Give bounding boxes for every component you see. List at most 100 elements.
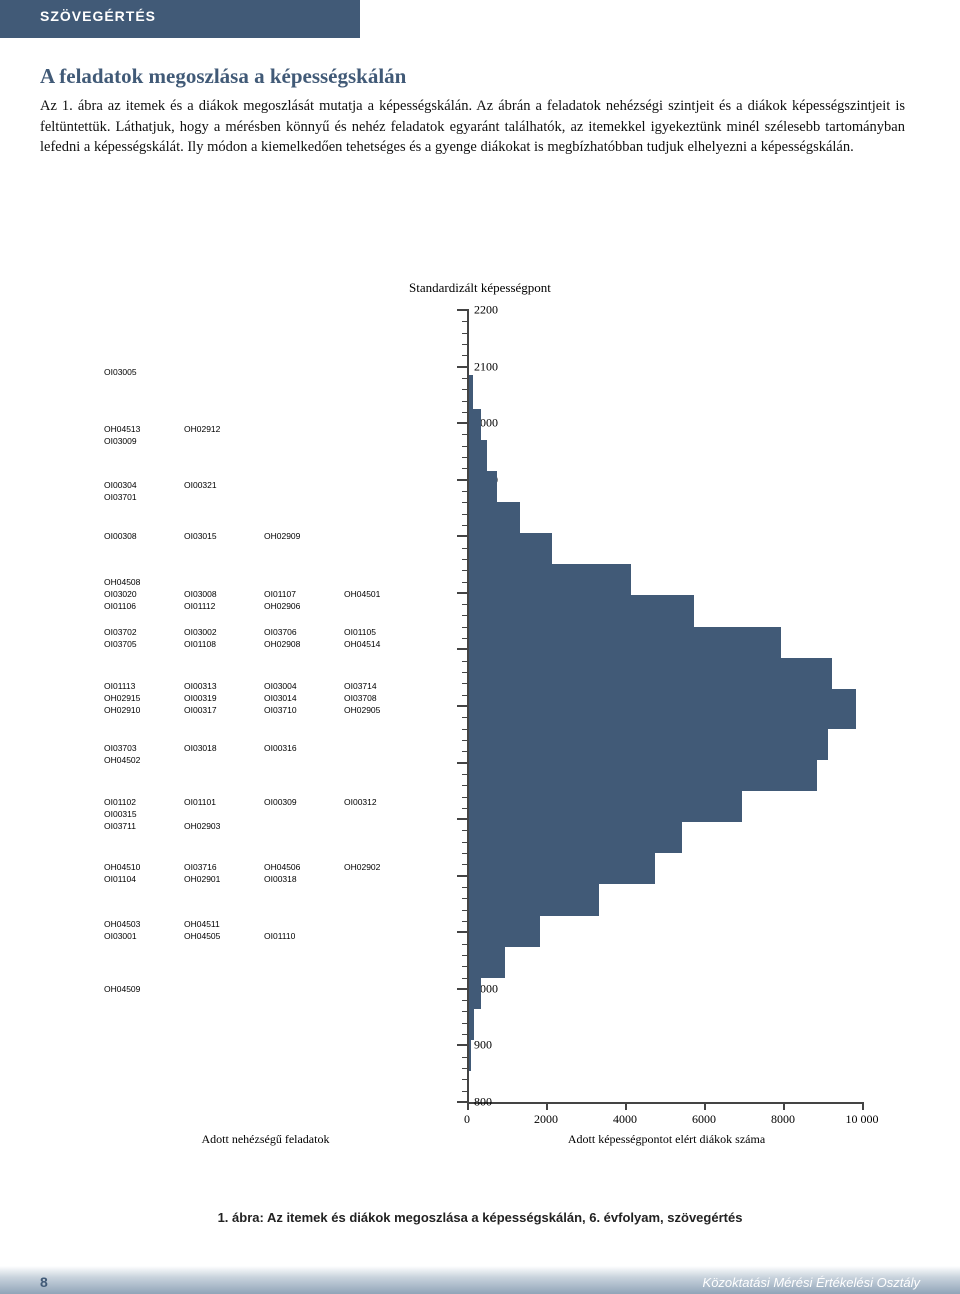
item-code: OI03018 xyxy=(184,744,217,753)
y-tick-label: 2200 xyxy=(438,303,502,318)
item-code: OH04508 xyxy=(104,578,140,587)
y-tick-minor xyxy=(462,864,469,865)
body-text: Az 1. ábra az itemek és a diákok megoszl… xyxy=(40,96,905,158)
item-code: OH04509 xyxy=(104,985,140,994)
y-tick-minor xyxy=(462,661,469,662)
item-code: OH04506 xyxy=(264,863,300,872)
x-tick xyxy=(704,1102,706,1110)
item-code: OI03703 xyxy=(104,744,137,753)
y-tick-minor xyxy=(462,978,469,979)
item-code: OH04510 xyxy=(104,863,140,872)
y-tick-minor xyxy=(462,683,469,684)
footer-page-number: 8 xyxy=(40,1274,48,1290)
item-code: OI00316 xyxy=(264,744,297,753)
y-tick-minor xyxy=(462,525,469,526)
chart: Standardizált képességpont Adott nehézsé… xyxy=(64,280,896,1200)
y-tick-minor xyxy=(462,446,469,447)
y-tick-minor xyxy=(462,1068,469,1069)
item-code: OH04513 xyxy=(104,425,140,434)
y-tick-minor xyxy=(462,627,469,628)
item-code: OI03706 xyxy=(264,628,297,637)
item-code: OI03020 xyxy=(104,590,137,599)
y-tick-minor xyxy=(462,1034,469,1035)
y-tick-minor xyxy=(462,729,469,730)
y-tick-minor xyxy=(462,717,469,718)
item-code: OI03710 xyxy=(264,706,297,715)
y-tick-minor xyxy=(462,695,469,696)
x-tick-label: 8000 xyxy=(771,1112,795,1127)
y-tick-minor xyxy=(462,830,469,831)
right-axis-caption: Adott képességpontot elért diákok száma xyxy=(469,1132,864,1147)
y-tick-minor xyxy=(462,955,469,956)
y-tick-minor xyxy=(462,1000,469,1001)
chart-title: Standardizált képességpont xyxy=(64,280,896,296)
y-tick-minor xyxy=(462,1057,469,1058)
y-tick-minor xyxy=(462,1023,469,1024)
item-code: OI00321 xyxy=(184,481,217,490)
item-code: OI03015 xyxy=(184,532,217,541)
item-code: OI03701 xyxy=(104,493,137,502)
footer: 8 Közoktatási Mérési Értékelési Osztály xyxy=(0,1266,960,1294)
x-tick-label: 10 000 xyxy=(846,1112,879,1127)
x-tick xyxy=(546,1102,548,1110)
x-tick xyxy=(467,1102,469,1110)
y-tick-minor xyxy=(462,502,469,503)
item-code: OH04511 xyxy=(184,920,220,929)
y-tick-minor xyxy=(462,434,469,435)
item-code: OH02901 xyxy=(184,875,220,884)
y-tick-minor xyxy=(462,457,469,458)
item-code: OI00318 xyxy=(264,875,297,884)
section-title: A feladatok megoszlása a képességskálán xyxy=(40,64,406,89)
bar xyxy=(469,1031,471,1071)
item-code: OI03008 xyxy=(184,590,217,599)
y-tick-minor xyxy=(462,604,469,605)
y-tick-minor xyxy=(462,468,469,469)
item-code: OI01104 xyxy=(104,875,136,884)
item-code: OH02908 xyxy=(264,640,300,649)
item-code: OI03702 xyxy=(104,628,137,637)
item-code: OH04502 xyxy=(104,756,140,765)
y-tick-minor xyxy=(462,808,469,809)
item-code: OI03004 xyxy=(264,682,297,691)
x-tick-label: 2000 xyxy=(534,1112,558,1127)
item-code: OH02903 xyxy=(184,822,220,831)
x-tick-label: 6000 xyxy=(692,1112,716,1127)
y-tick-minor xyxy=(462,491,469,492)
y-tick-minor xyxy=(462,389,469,390)
x-tick-label: 0 xyxy=(464,1112,470,1127)
y-tick-minor xyxy=(462,615,469,616)
item-code: OI00308 xyxy=(104,532,137,541)
item-code: OI03708 xyxy=(344,694,377,703)
x-tick-label: 4000 xyxy=(613,1112,637,1127)
item-code: OI00304 xyxy=(104,481,137,490)
y-tick-minor xyxy=(462,842,469,843)
y-tick-minor xyxy=(462,355,469,356)
item-code: OH04501 xyxy=(344,590,380,599)
item-code: OI03001 xyxy=(104,932,137,941)
item-code: OI03705 xyxy=(104,640,137,649)
chart-plot-area: Adott nehézségű feladatok Adott képesség… xyxy=(64,310,896,1145)
item-code: OI01107 xyxy=(264,590,296,599)
item-code: OH02905 xyxy=(344,706,380,715)
item-code: OI00312 xyxy=(344,798,377,807)
y-tick-minor xyxy=(462,751,469,752)
item-code: OH02902 xyxy=(344,863,380,872)
y-tick-minor xyxy=(462,672,469,673)
y-tick-minor xyxy=(462,910,469,911)
y-tick-minor xyxy=(462,321,469,322)
item-code: OI00317 xyxy=(184,706,217,715)
y-tick-minor xyxy=(462,1079,469,1080)
y-tick-minor xyxy=(462,921,469,922)
header-tab: SZÖVEGÉRTÉS xyxy=(0,0,360,38)
item-code: OI03711 xyxy=(104,822,136,831)
item-code: OI03009 xyxy=(104,437,137,446)
item-code: OH02909 xyxy=(264,532,300,541)
left-axis-caption: Adott nehézségű feladatok xyxy=(64,1132,467,1147)
y-tick-minor xyxy=(462,412,469,413)
item-code: OH02906 xyxy=(264,602,300,611)
y-tick-minor xyxy=(462,378,469,379)
item-code: OH02910 xyxy=(104,706,140,715)
item-code: OI00309 xyxy=(264,798,297,807)
y-tick-minor xyxy=(462,333,469,334)
y-tick-minor xyxy=(462,797,469,798)
